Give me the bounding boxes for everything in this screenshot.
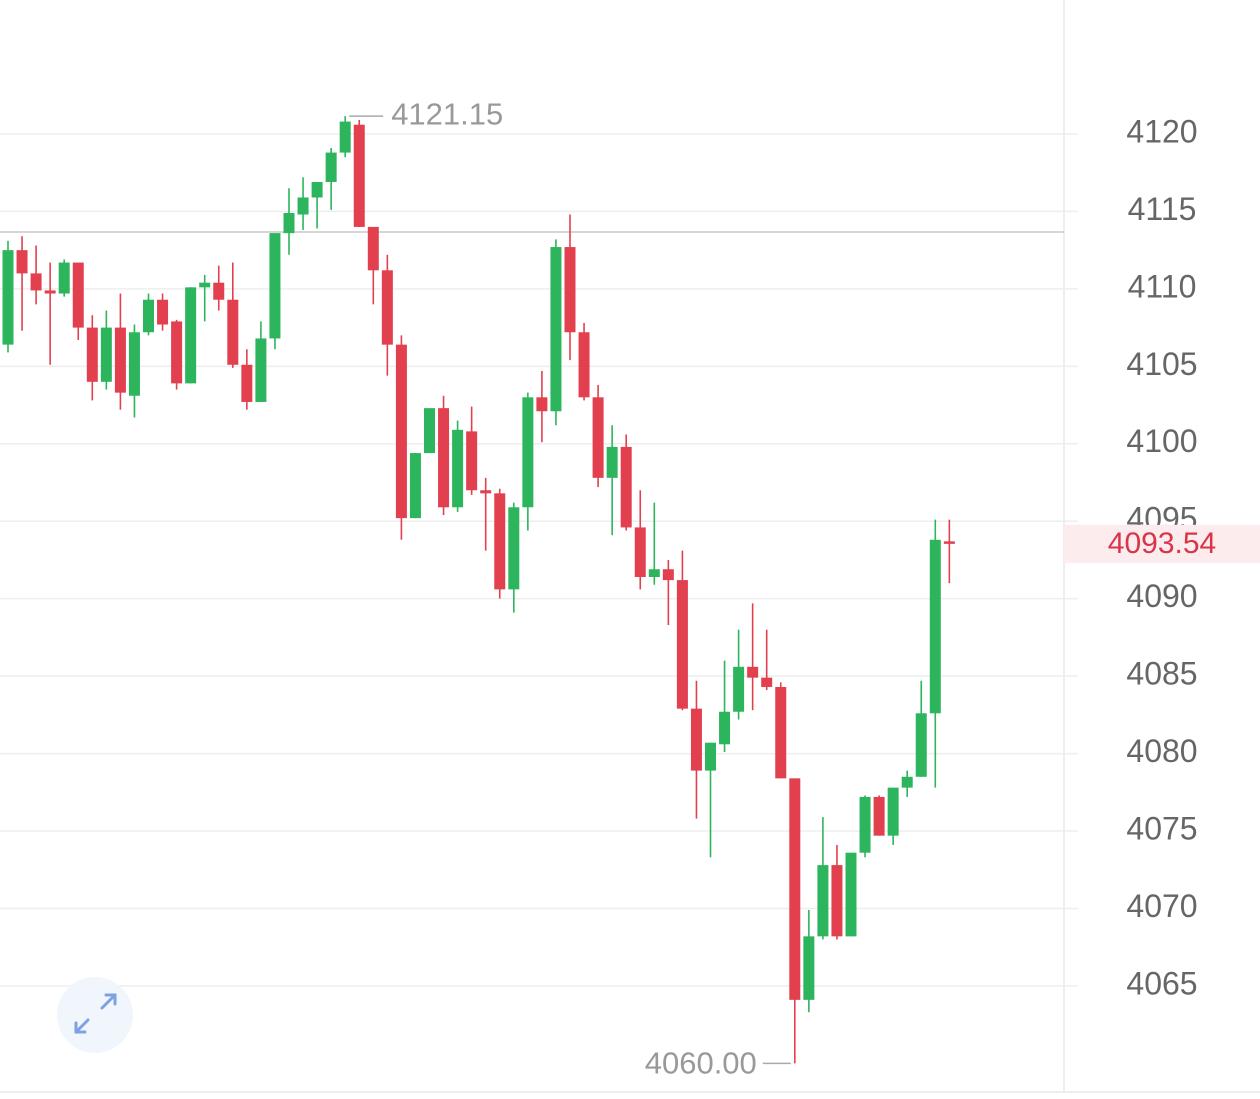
candle-body — [44, 290, 56, 294]
candle-body — [466, 431, 478, 491]
candle-body — [564, 247, 576, 333]
candle-body — [803, 936, 815, 1000]
expand-button[interactable] — [57, 977, 133, 1053]
candle-body — [395, 344, 407, 519]
candle-body — [297, 197, 309, 215]
candle-body — [648, 569, 660, 577]
candles — [2, 116, 955, 1064]
candle-body — [114, 327, 126, 393]
candle-body — [705, 742, 716, 771]
candle-body — [213, 282, 225, 300]
candle-body — [199, 282, 211, 288]
candle-body — [72, 262, 84, 328]
y-tick-label: 4080 — [1126, 733, 1197, 769]
candle-body — [775, 686, 787, 779]
y-tick-label: 4100 — [1126, 423, 1197, 459]
candle-body — [2, 250, 14, 345]
high-label: 4121.15 — [391, 96, 503, 131]
y-tick-label: 4065 — [1126, 965, 1197, 1001]
candle-body — [227, 299, 239, 365]
candle-body — [367, 226, 379, 271]
candle-body — [606, 446, 618, 478]
y-tick-label: 4120 — [1126, 113, 1197, 149]
candle-body — [690, 708, 702, 771]
candle-body — [255, 338, 267, 402]
candle-body — [915, 713, 927, 777]
candle-body — [662, 569, 674, 581]
candle-body — [845, 852, 857, 937]
y-tick-label: 4070 — [1126, 888, 1197, 924]
candle-body — [30, 273, 42, 291]
candle-body — [269, 233, 281, 339]
candle-body — [859, 796, 871, 853]
candle-body — [620, 446, 632, 528]
candle-body — [381, 270, 393, 345]
candle-body — [438, 408, 450, 508]
candle-body — [185, 287, 197, 384]
candle-body — [452, 429, 464, 508]
candle-body — [747, 666, 759, 678]
candle-body — [901, 776, 913, 788]
candle-body — [733, 666, 745, 712]
candle-body — [873, 796, 885, 836]
candle-body — [550, 247, 562, 412]
candle-body — [817, 865, 829, 937]
candle-body — [480, 490, 492, 494]
candle-body — [929, 539, 941, 714]
low-label: 4060.00 — [645, 1046, 757, 1081]
candle-body — [325, 152, 337, 183]
candle-body — [789, 778, 801, 1000]
candle-body — [143, 299, 154, 333]
candle-body — [508, 507, 520, 590]
candle-body — [128, 332, 140, 396]
candle-body — [887, 787, 899, 836]
candle-body — [943, 541, 955, 544]
candle-body — [676, 580, 688, 709]
candle-body — [58, 262, 70, 294]
candle-body — [283, 212, 295, 234]
candle-body — [157, 299, 169, 325]
candle-body — [536, 397, 548, 412]
candle-body — [16, 250, 28, 274]
candle-body — [578, 332, 590, 398]
grid — [0, 133, 1078, 987]
candle-body — [592, 397, 604, 478]
candle-body — [353, 124, 365, 227]
candle-body — [831, 865, 843, 937]
candle-body — [761, 677, 773, 687]
candle-body — [522, 397, 534, 508]
y-tick-label: 4075 — [1126, 810, 1197, 846]
y-tick-label: 4105 — [1126, 346, 1197, 382]
candle-body — [424, 408, 435, 454]
last-price-label: 4093.54 — [1108, 527, 1216, 560]
y-tick-label: 4115 — [1128, 191, 1197, 227]
candle-body — [311, 182, 323, 198]
candle-body — [494, 493, 506, 590]
candle-body — [100, 327, 112, 382]
candle-body — [339, 121, 351, 153]
y-tick-label: 4110 — [1128, 268, 1197, 304]
candle-body — [409, 453, 421, 519]
y-tick-label: 4085 — [1126, 656, 1197, 692]
candle-body — [719, 711, 731, 745]
candle-body — [634, 527, 646, 577]
candle-body — [241, 364, 253, 402]
y-tick-label: 4090 — [1126, 578, 1197, 614]
candle-body — [171, 321, 183, 384]
candle-body — [86, 327, 98, 382]
last-price-tag — [1064, 524, 1260, 563]
